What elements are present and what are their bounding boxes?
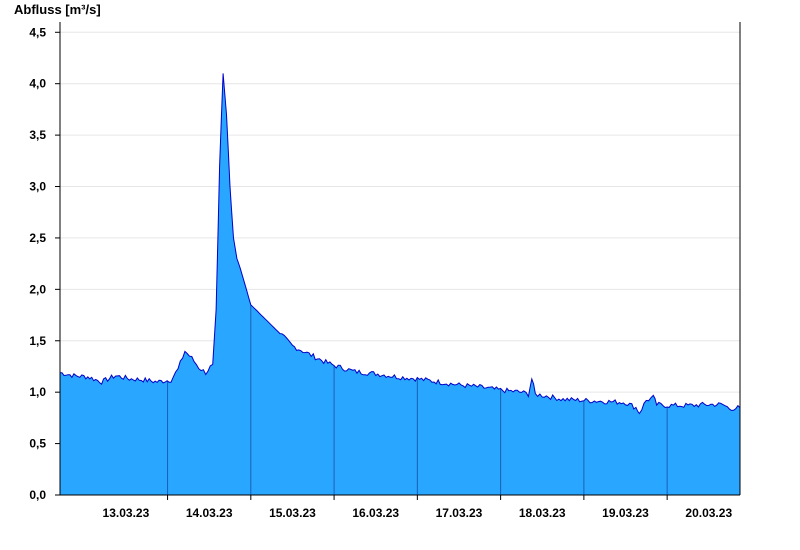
x-tick-label: 20.03.23 (685, 506, 732, 520)
x-tick-label: 16.03.23 (352, 506, 399, 520)
x-tick-label: 19.03.23 (602, 506, 649, 520)
discharge-area (60, 73, 740, 496)
y-tick-label: 3,5 (29, 128, 46, 142)
day-divider-lines (167, 304, 668, 495)
axes (55, 22, 741, 500)
y-tick-label: 3,0 (29, 180, 46, 194)
x-tick-labels: 13.03.23 14.03.23 15.03.23 16.03.23 17.03.23… (103, 506, 733, 520)
x-tick-label: 14.03.23 (186, 506, 233, 520)
y-tick-label: 0,0 (29, 488, 46, 502)
y-tick-label: 4,0 (29, 77, 46, 91)
x-tick-label: 17.03.23 (436, 506, 483, 520)
y-tick-labels: 0,0 0,5 1,0 1,5 2,0 2,5 3,0 3,5 4,0 4,5 (29, 25, 46, 502)
y-tick-label: 2,0 (29, 282, 46, 296)
y-tick-label: 0,5 (29, 437, 46, 451)
y-tick-label: 2,5 (29, 231, 46, 245)
y-axis-label: Abfluss [m³/s] (14, 2, 101, 17)
y-tick-label: 1,0 (29, 385, 46, 399)
y-tick-label: 4,5 (29, 25, 46, 39)
x-tick-label: 18.03.23 (519, 506, 566, 520)
x-tick-label: 15.03.23 (269, 506, 316, 520)
x-tick-label: 13.03.23 (103, 506, 150, 520)
y-tick-label: 1,5 (29, 334, 46, 348)
discharge-line (59, 73, 741, 415)
